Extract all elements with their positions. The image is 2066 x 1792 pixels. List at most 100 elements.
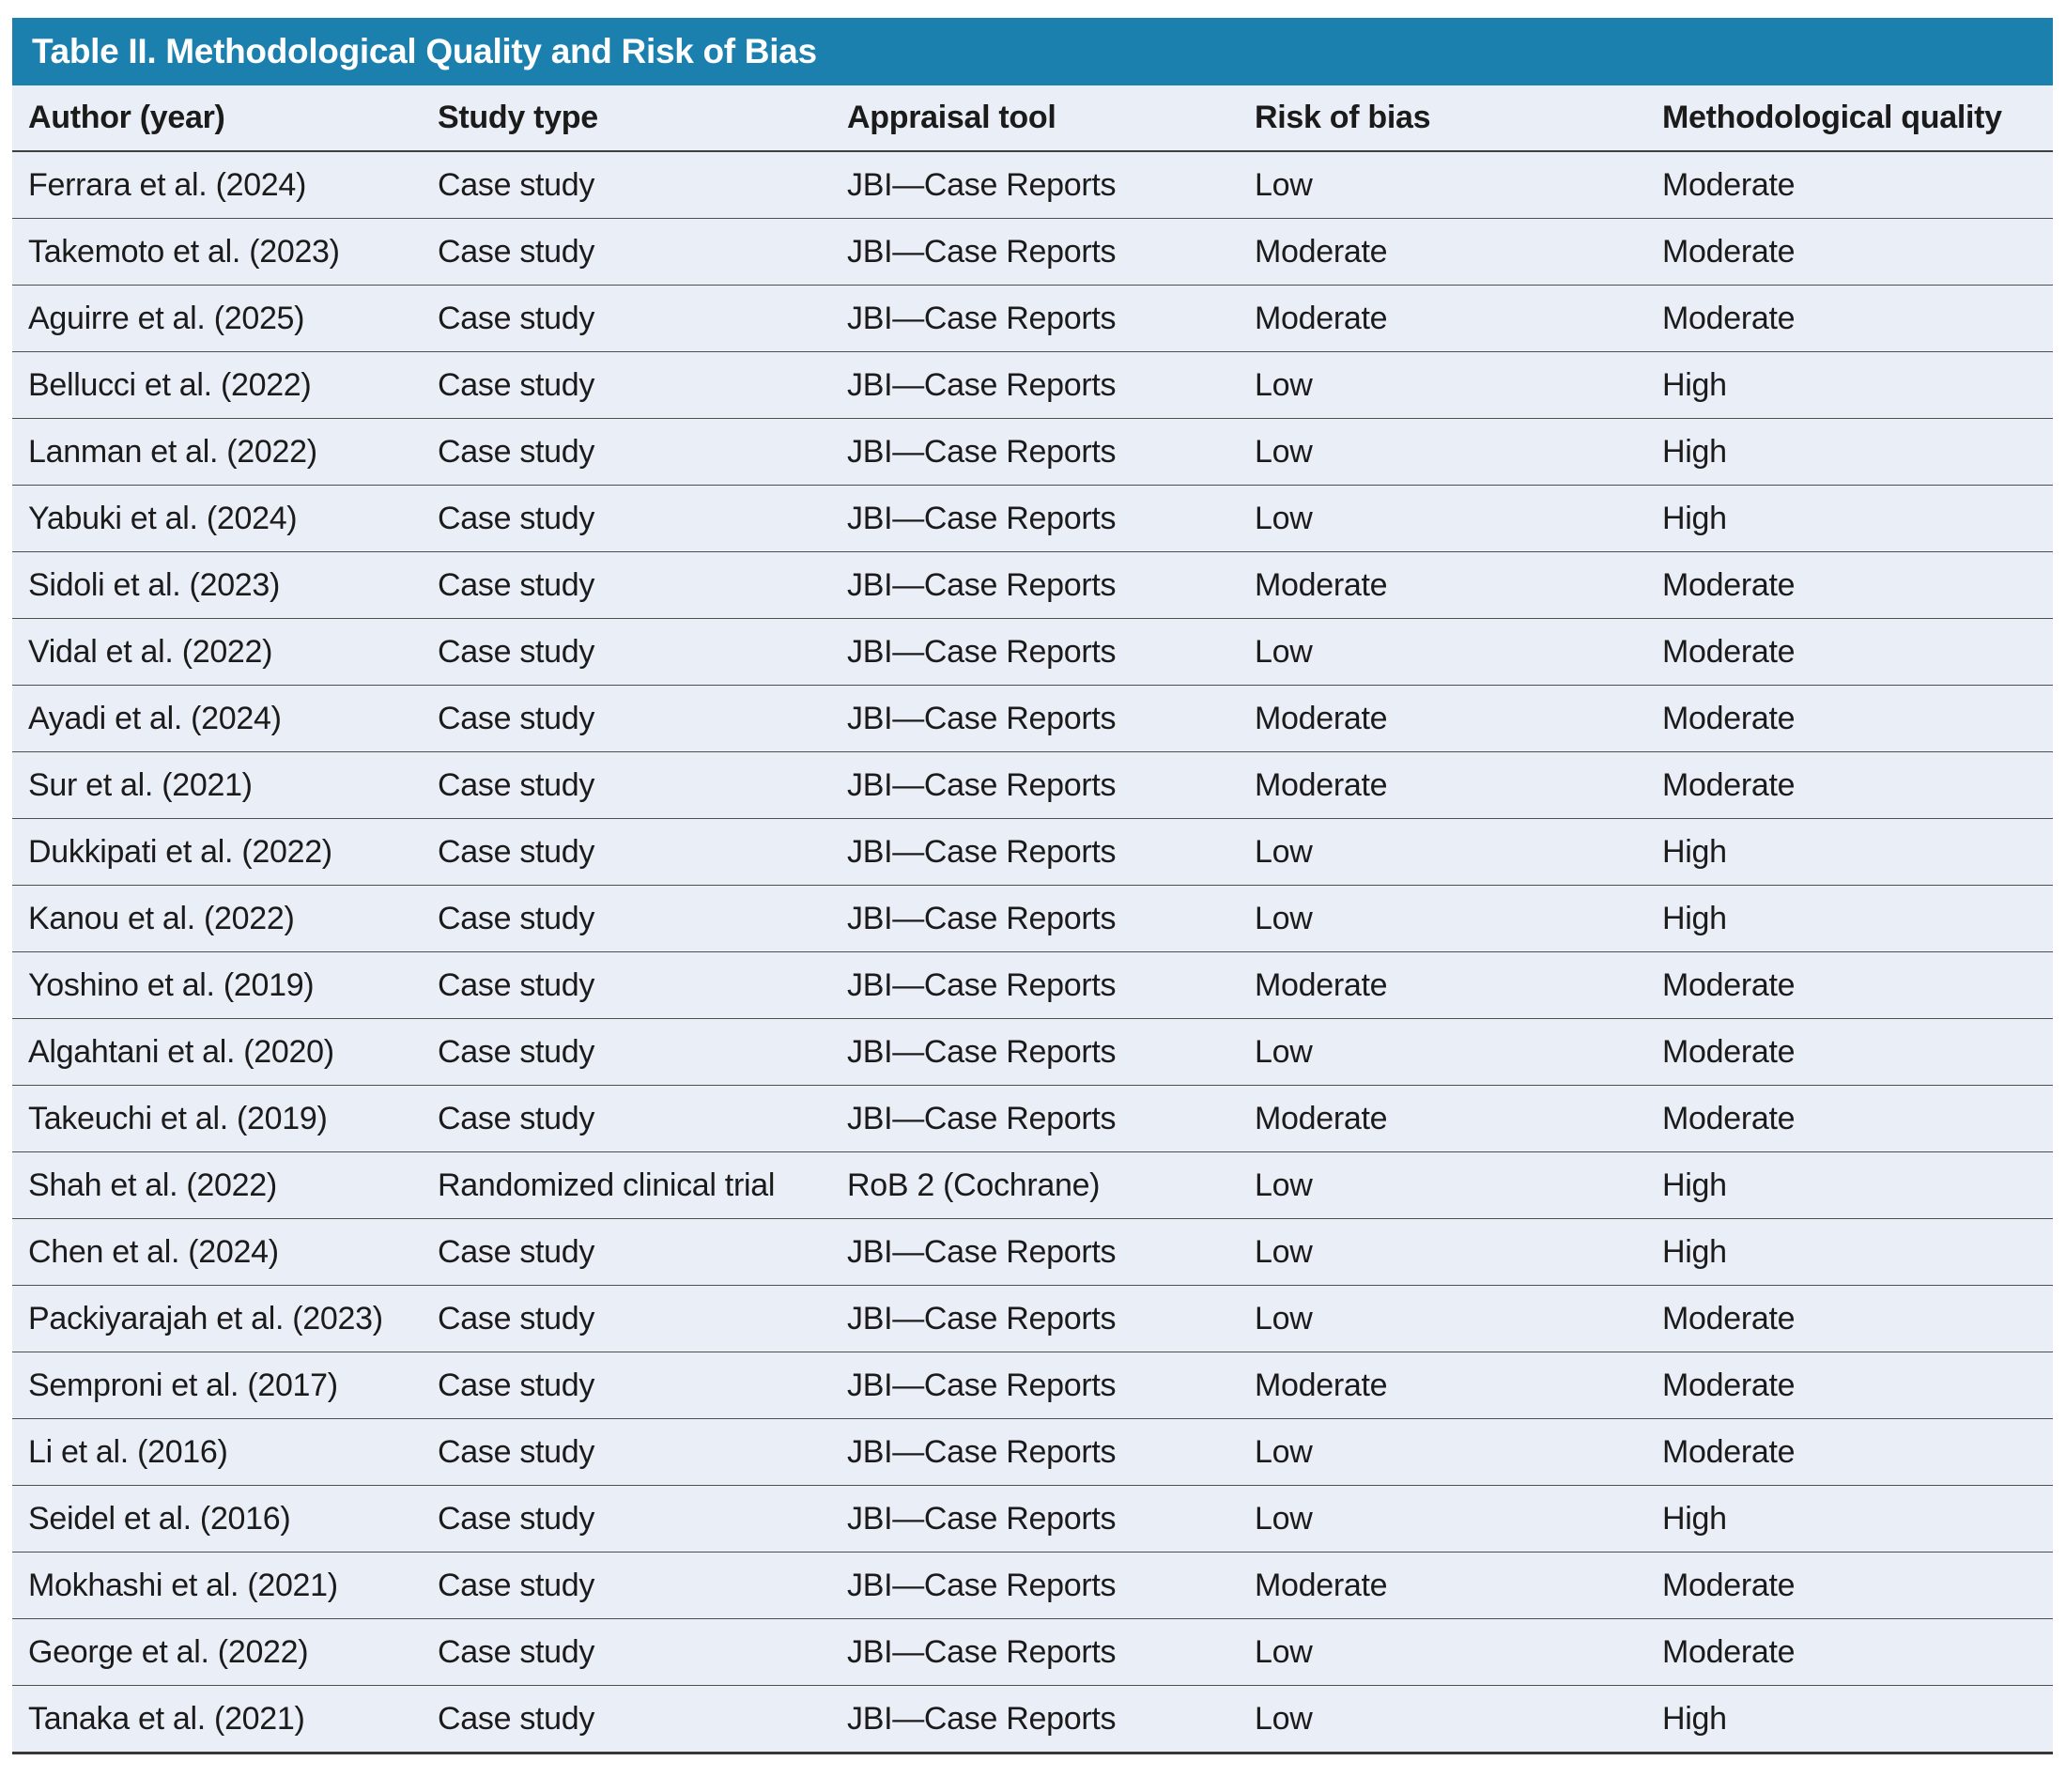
table-row: Ferrara et al. (2024) Case study JBI—Cas… [12, 151, 2053, 219]
methodological-quality-cell: Moderate [1646, 1018, 2053, 1086]
study-type-cell: Case study [422, 1485, 831, 1553]
risk-of-bias-cell: Moderate [1239, 1085, 1646, 1152]
table-row: Seidel et al. (2016) Case study JBI—Case… [12, 1485, 2053, 1553]
methodological-quality-cell: High [1646, 885, 2053, 952]
table-row: Shah et al. (2022) Randomized clinical t… [12, 1151, 2053, 1219]
appraisal-tool-cell: JBI—Case Reports [831, 685, 1239, 752]
study-type-cell: Case study [422, 1552, 831, 1619]
study-type-cell: Case study [422, 685, 831, 752]
table-row: Chen et al. (2024) Case study JBI—Case R… [12, 1218, 2053, 1286]
study-type-cell: Case study [422, 1285, 831, 1352]
author-cell: Shah et al. (2022) [12, 1151, 422, 1219]
risk-of-bias-cell: Low [1239, 1151, 1646, 1219]
table-row: Mokhashi et al. (2021) Case study JBI—Ca… [12, 1552, 2053, 1619]
risk-of-bias-cell: Moderate [1239, 285, 1646, 352]
risk-of-bias-cell: Low [1239, 1018, 1646, 1086]
appraisal-tool-cell: JBI—Case Reports [831, 551, 1239, 619]
study-type-cell: Case study [422, 151, 831, 219]
study-type-cell: Randomized clinical trial [422, 1151, 831, 1219]
appraisal-tool-cell: JBI—Case Reports [831, 151, 1239, 219]
risk-of-bias-cell: Low [1239, 1285, 1646, 1352]
study-type-cell: Case study [422, 1685, 831, 1754]
author-cell: Yoshino et al. (2019) [12, 951, 422, 1019]
appraisal-tool-cell: RoB 2 (Cochrane) [831, 1151, 1239, 1219]
study-type-cell: Case study [422, 885, 831, 952]
author-cell: Takemoto et al. (2023) [12, 218, 422, 286]
table-row: Lanman et al. (2022) Case study JBI—Case… [12, 418, 2053, 486]
study-type-cell: Case study [422, 351, 831, 419]
methodological-quality-cell: Moderate [1646, 1285, 2053, 1352]
methodological-quality-table-card: Table II. Methodological Quality and Ris… [12, 18, 2053, 1754]
appraisal-tool-cell: JBI—Case Reports [831, 885, 1239, 952]
table-row: Kanou et al. (2022) Case study JBI—Case … [12, 885, 2053, 952]
appraisal-tool-cell: JBI—Case Reports [831, 485, 1239, 552]
table-row: Semproni et al. (2017) Case study JBI—Ca… [12, 1352, 2053, 1419]
methodological-quality-cell: Moderate [1646, 1352, 2053, 1419]
appraisal-tool-cell: JBI—Case Reports [831, 1018, 1239, 1086]
risk-of-bias-cell: Low [1239, 618, 1646, 686]
author-cell: Ayadi et al. (2024) [12, 685, 422, 752]
table-row: Takeuchi et al. (2019) Case study JBI—Ca… [12, 1085, 2053, 1152]
appraisal-tool-cell: JBI—Case Reports [831, 1685, 1239, 1754]
methodological-quality-cell: High [1646, 418, 2053, 486]
study-type-cell: Case study [422, 285, 831, 352]
table-row: Packiyarajah et al. (2023) Case study JB… [12, 1285, 2053, 1352]
author-cell: Tanaka et al. (2021) [12, 1685, 422, 1754]
author-cell: Mokhashi et al. (2021) [12, 1552, 422, 1619]
author-cell: Chen et al. (2024) [12, 1218, 422, 1286]
risk-of-bias-cell: Moderate [1239, 685, 1646, 752]
methodological-quality-cell: Moderate [1646, 618, 2053, 686]
table-row: Sidoli et al. (2023) Case study JBI—Case… [12, 551, 2053, 619]
column-header-author: Author (year) [12, 85, 422, 152]
author-cell: Semproni et al. (2017) [12, 1352, 422, 1419]
methodological-quality-cell: Moderate [1646, 1418, 2053, 1486]
risk-of-bias-cell: Low [1239, 1685, 1646, 1754]
appraisal-tool-cell: JBI—Case Reports [831, 285, 1239, 352]
methodological-quality-cell: High [1646, 1685, 2053, 1754]
table-row: Vidal et al. (2022) Case study JBI—Case … [12, 618, 2053, 686]
author-cell: Yabuki et al. (2024) [12, 485, 422, 552]
appraisal-tool-cell: JBI—Case Reports [831, 818, 1239, 886]
column-header-risk-of-bias: Risk of bias [1239, 85, 1646, 152]
study-type-cell: Case study [422, 1352, 831, 1419]
author-cell: George et al. (2022) [12, 1618, 422, 1686]
methodological-quality-cell: Moderate [1646, 751, 2053, 819]
table-title-bar: Table II. Methodological Quality and Ris… [12, 18, 2053, 85]
author-cell: Lanman et al. (2022) [12, 418, 422, 486]
table-row: Yoshino et al. (2019) Case study JBI—Cas… [12, 951, 2053, 1019]
risk-of-bias-cell: Low [1239, 351, 1646, 419]
methodological-quality-cell: Moderate [1646, 1552, 2053, 1619]
risk-of-bias-cell: Low [1239, 818, 1646, 886]
methodological-quality-cell: High [1646, 818, 2053, 886]
table-title: Table II. Methodological Quality and Ris… [32, 32, 817, 70]
methodological-quality-table: Author (year) Study type Appraisal tool … [12, 85, 2053, 1754]
appraisal-tool-cell: JBI—Case Reports [831, 1485, 1239, 1553]
table-row: Li et al. (2016) Case study JBI—Case Rep… [12, 1418, 2053, 1486]
author-cell: Algahtani et al. (2020) [12, 1018, 422, 1086]
methodological-quality-cell: High [1646, 1151, 2053, 1219]
table-row: Dukkipati et al. (2022) Case study JBI—C… [12, 818, 2053, 886]
risk-of-bias-cell: Moderate [1239, 551, 1646, 619]
methodological-quality-cell: High [1646, 1485, 2053, 1553]
risk-of-bias-cell: Moderate [1239, 751, 1646, 819]
table-header-row: Author (year) Study type Appraisal tool … [12, 85, 2053, 152]
appraisal-tool-cell: JBI—Case Reports [831, 1418, 1239, 1486]
risk-of-bias-cell: Low [1239, 1218, 1646, 1286]
risk-of-bias-cell: Low [1239, 1618, 1646, 1686]
author-cell: Sur et al. (2021) [12, 751, 422, 819]
author-cell: Kanou et al. (2022) [12, 885, 422, 952]
appraisal-tool-cell: JBI—Case Reports [831, 1218, 1239, 1286]
study-type-cell: Case study [422, 1418, 831, 1486]
column-header-methodological-quality: Methodological quality [1646, 85, 2053, 152]
appraisal-tool-cell: JBI—Case Reports [831, 951, 1239, 1019]
table-row: Tanaka et al. (2021) Case study JBI—Case… [12, 1685, 2053, 1754]
study-type-cell: Case study [422, 1085, 831, 1152]
appraisal-tool-cell: JBI—Case Reports [831, 1285, 1239, 1352]
appraisal-tool-cell: JBI—Case Reports [831, 1618, 1239, 1686]
methodological-quality-cell: High [1646, 485, 2053, 552]
study-type-cell: Case study [422, 818, 831, 886]
risk-of-bias-cell: Low [1239, 418, 1646, 486]
author-cell: Sidoli et al. (2023) [12, 551, 422, 619]
study-type-cell: Case study [422, 218, 831, 286]
methodological-quality-cell: Moderate [1646, 285, 2053, 352]
